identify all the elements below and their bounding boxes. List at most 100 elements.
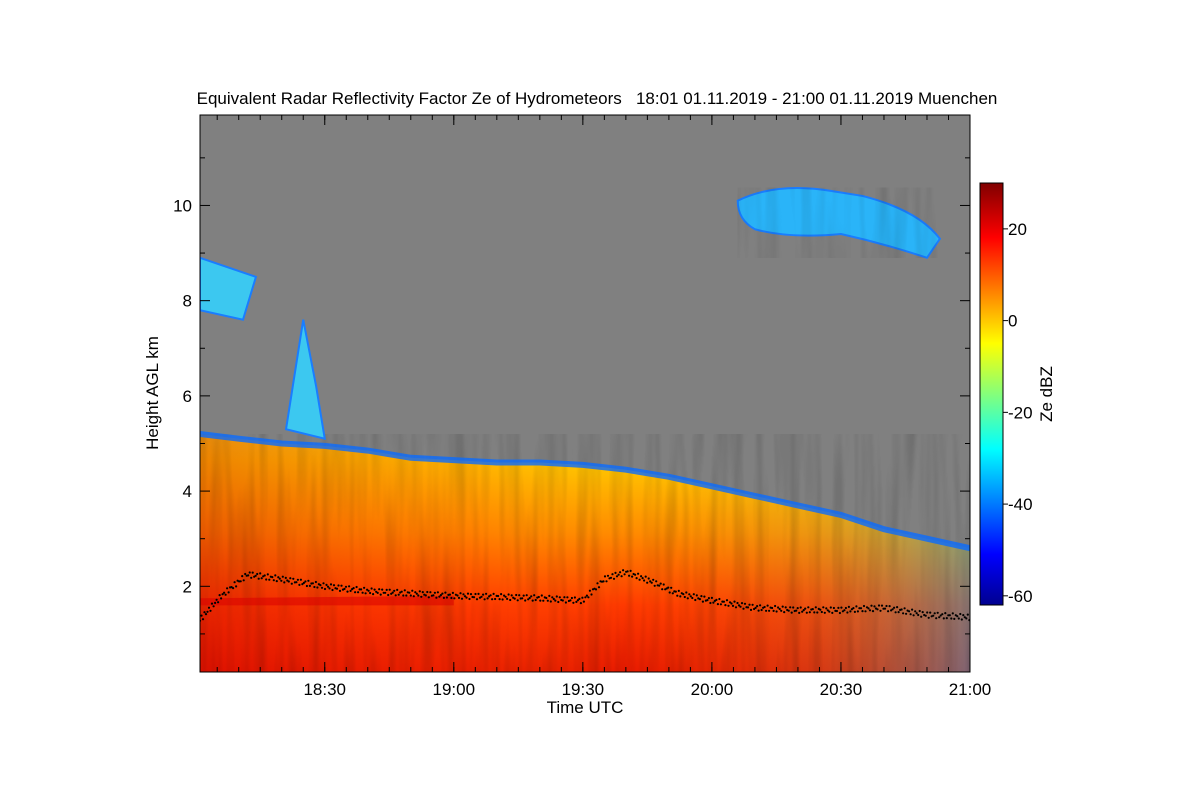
melting-layer-point [503,594,506,597]
melting-layer-point [203,611,206,614]
melting-layer-point [623,573,626,576]
reflectivity-field [200,115,970,672]
melting-layer-point [445,596,448,599]
melting-layer-point [933,612,936,615]
melting-layer-point [677,589,680,593]
melting-layer-point [798,611,801,615]
melting-layer-point [227,591,230,594]
melting-layer-point [400,590,403,593]
melting-layer-point [429,591,432,594]
melting-layer-point [206,610,209,613]
melting-layer-point [802,609,805,612]
melting-layer-point [328,587,331,590]
melting-layer-point [703,595,706,598]
melting-layer-point [891,608,894,611]
melting-layer-point [354,591,357,594]
melting-layer-point [781,605,784,608]
melting-layer-point [816,611,819,614]
melting-layer-point [415,592,418,595]
melting-layer-point [277,576,280,579]
melting-layer-point [959,612,962,616]
melting-layer-point [314,580,317,584]
melting-layer-point [343,587,346,591]
melting-layer-point [737,604,741,607]
melting-layer-point [489,594,492,597]
melting-layer-point [235,585,238,588]
melting-layer-point [549,600,552,603]
melting-layer-point [920,615,923,618]
x-tick-label: 20:00 [691,680,734,699]
melting-layer-point [573,596,577,599]
melting-layer-point [390,592,393,595]
melting-layer-point [953,617,956,621]
melting-layer-point [215,598,218,601]
melting-layer-point [477,592,480,596]
melting-layer-point [858,607,861,610]
melting-layer-point [736,601,739,605]
melting-layer-point [685,591,688,594]
melting-layer-point [883,607,887,610]
melting-layer-point [861,610,864,613]
melting-layer-point [209,609,212,612]
melting-layer-point [832,606,836,610]
melting-layer-point [316,586,319,589]
melting-layer-point [742,607,745,610]
melting-layer-point [357,591,360,594]
melting-layer-point [463,595,467,598]
melting-layer-point [504,595,507,598]
plot-frame [199,114,971,673]
melting-layer-point [716,603,720,606]
melting-layer-point [451,591,454,595]
melting-layer-point [790,611,793,614]
melting-layer-point [364,592,367,595]
melting-layer-point [420,595,423,598]
melting-layer-point [332,584,336,587]
colorbar-tick-label: 20 [1008,220,1027,239]
melting-layer-point [338,589,342,593]
melting-layer-point [289,577,292,580]
convective-plume [284,319,326,441]
melting-layer-point [444,591,447,594]
melting-layer-point [442,596,445,600]
melting-layer-point [432,594,435,597]
melting-layer-point [582,600,586,603]
colorbar-ticks: -60 -40 -20 0 20 [1003,220,1033,606]
melting-layer-point [805,611,808,614]
melting-layer-point [581,596,584,599]
melting-layer-point [337,584,340,587]
melting-layer-point [807,606,810,609]
colorbar-tick-label: 0 [1008,312,1017,331]
melting-layer-point [804,607,807,610]
melting-layer-point [284,576,287,580]
melting-layer-point [346,590,349,593]
melting-layer-point [521,597,524,600]
melting-layer-point [426,590,429,594]
melting-layer-point [373,588,376,591]
melting-layer-point [579,602,583,605]
melting-layer-point [513,597,516,600]
melting-layer-point [453,597,456,600]
melting-layer-point [450,596,453,600]
melting-layer-point [551,596,554,599]
melting-layer-point [408,591,411,594]
melting-layer-point [299,578,302,581]
melting-layer-point [847,605,851,609]
melting-layer-point [641,577,644,580]
melting-layer-point [893,606,896,609]
melting-layer-point [250,576,253,579]
melting-layer-point [659,582,662,585]
melting-layer-point [311,582,314,585]
melting-layer-point [302,581,305,585]
melting-layer-point [391,591,394,594]
melting-layer-point [438,595,441,598]
melting-layer-point [280,579,283,582]
melting-layer-point [926,611,929,614]
melting-layer-point [561,599,564,602]
melting-layer-point [867,607,870,610]
melting-layer-point [570,596,574,600]
melting-layer-point [658,584,661,587]
melting-layer-point [965,617,968,620]
melting-layer-point [233,581,236,584]
melting-layer-point [936,611,939,614]
melting-layer-point [424,594,427,597]
